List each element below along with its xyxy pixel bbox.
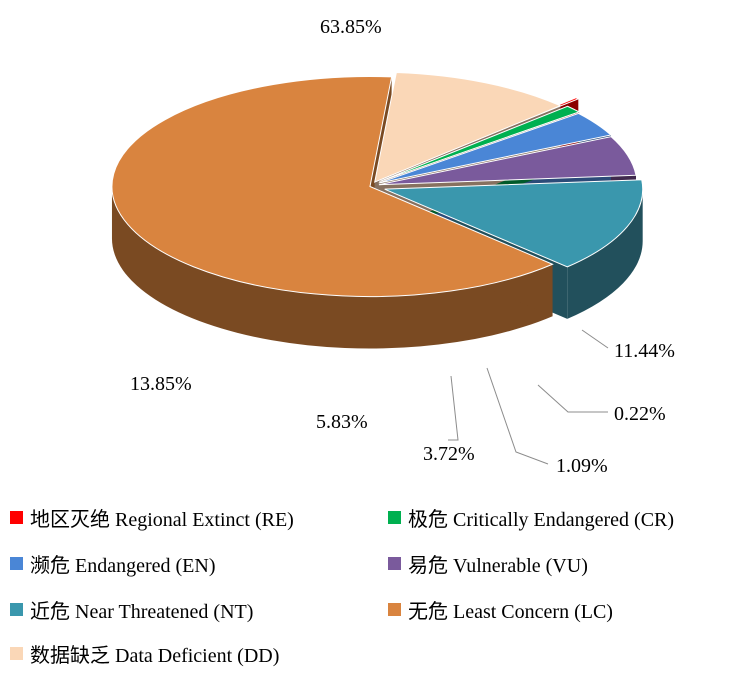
legend-label-en: 濒危 Endangered (EN) [30, 555, 216, 577]
legend-item-cr: 极危 Critically Endangered (CR) [388, 503, 674, 532]
legend-item-dd: 数据缺乏 Data Deficient (DD) [10, 639, 279, 668]
leader-line-en [448, 375, 459, 441]
data-label-cr: 1.09% [556, 455, 608, 477]
slice-lc [111, 76, 554, 297]
slice-side-nt [567, 189, 643, 319]
slice-cr [379, 105, 581, 183]
leader-lines [448, 329, 609, 465]
data-label-lc: 63.85% [320, 16, 382, 38]
slice-nt [384, 179, 644, 268]
legend-swatch-vu [388, 557, 401, 570]
data-label-vu: 5.83% [316, 411, 368, 433]
leader-line-re [537, 384, 608, 413]
legend-label-nt: 近危 Near Threatened (NT) [30, 601, 254, 623]
data-label-nt: 13.85% [130, 373, 192, 395]
data-label-dd: 11.44% [614, 340, 675, 362]
legend-item-en: 濒危 Endangered (EN) [10, 549, 216, 578]
legend-swatch-lc [388, 603, 401, 616]
legend-item-nt: 近危 Near Threatened (NT) [10, 595, 253, 624]
legend-label-cr: 极危 Critically Endangered (CR) [408, 509, 675, 531]
legend-swatch-nt [10, 603, 23, 616]
slice-side-lc [111, 186, 553, 349]
leader-line-cr [486, 367, 549, 465]
data-label-en: 3.72% [423, 443, 475, 465]
legend-swatch-en [10, 557, 23, 570]
data-label-re: 0.22% [614, 403, 666, 425]
legend-label-lc: 无危 Least Concern (LC) [408, 601, 613, 623]
leader-line-dd [581, 329, 609, 349]
slice-vu [378, 136, 637, 186]
legend-swatch-re [10, 511, 23, 524]
legend-swatch-cr [388, 511, 401, 524]
legend-label-vu: 易危 Vulnerable (VU) [408, 555, 588, 577]
pie-top-faces [111, 71, 644, 297]
legend-label-dd: 数据缺乏 Data Deficient (DD) [30, 645, 280, 667]
legend-swatch-dd [10, 647, 23, 660]
legend-item-lc: 无危 Least Concern (LC) [388, 595, 613, 624]
data-labels: 0.22% 1.09% 3.72% 5.83% 13.85% 63.85% 11.44% [130, 16, 675, 477]
legend-label-re: 地区灭绝 Regional Extinct (RE) [30, 509, 294, 531]
legend-item-re: 地区灭绝 Regional Extinct (RE) [10, 503, 294, 532]
legend-item-vu: 易危 Vulnerable (VU) [388, 549, 588, 578]
slice-en [378, 112, 613, 184]
slice-dd [374, 71, 562, 183]
